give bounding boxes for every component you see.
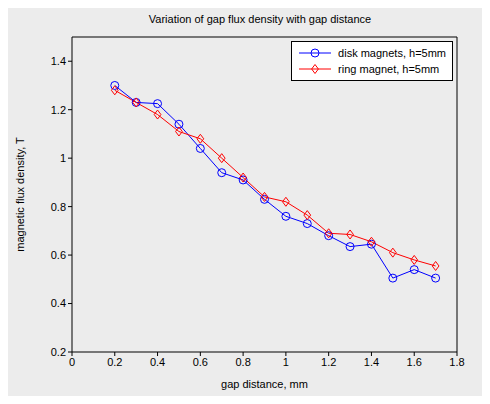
svg-text:0.4: 0.4 [51,297,66,309]
html-text:Variation of gap flux density: Variation of gap flux density with gap d… [148,13,372,25]
svg-text:0.8: 0.8 [235,356,250,368]
svg-text:0.8: 0.8 [51,201,66,213]
svg-text:1.6: 1.6 [407,356,422,368]
svg-text:1.4: 1.4 [51,55,66,67]
svg-text:magnetic flux density, T: magnetic flux density, T [14,137,26,252]
svg-text:1: 1 [60,152,66,164]
svg-text:gap distance, mm: gap distance, mm [221,378,308,390]
svg-text:0.6: 0.6 [51,249,66,261]
svg-text:1.4: 1.4 [364,356,379,368]
svg-text:0.2: 0.2 [107,356,122,368]
svg-text:1: 1 [283,356,289,368]
svg-text:0.6: 0.6 [193,356,208,368]
svg-text:1.2: 1.2 [321,356,336,368]
svg-text:0.2: 0.2 [51,346,66,358]
svg-text:0.4: 0.4 [150,356,165,368]
svg-text:1.8: 1.8 [449,356,464,368]
html-text:disk magnets, h=5mm: disk magnets, h=5mm [338,47,446,59]
html-text:ring magnet, h=5mm: ring magnet, h=5mm [338,63,440,75]
svg-text:1.2: 1.2 [51,104,66,116]
svg-text:0: 0 [69,356,75,368]
